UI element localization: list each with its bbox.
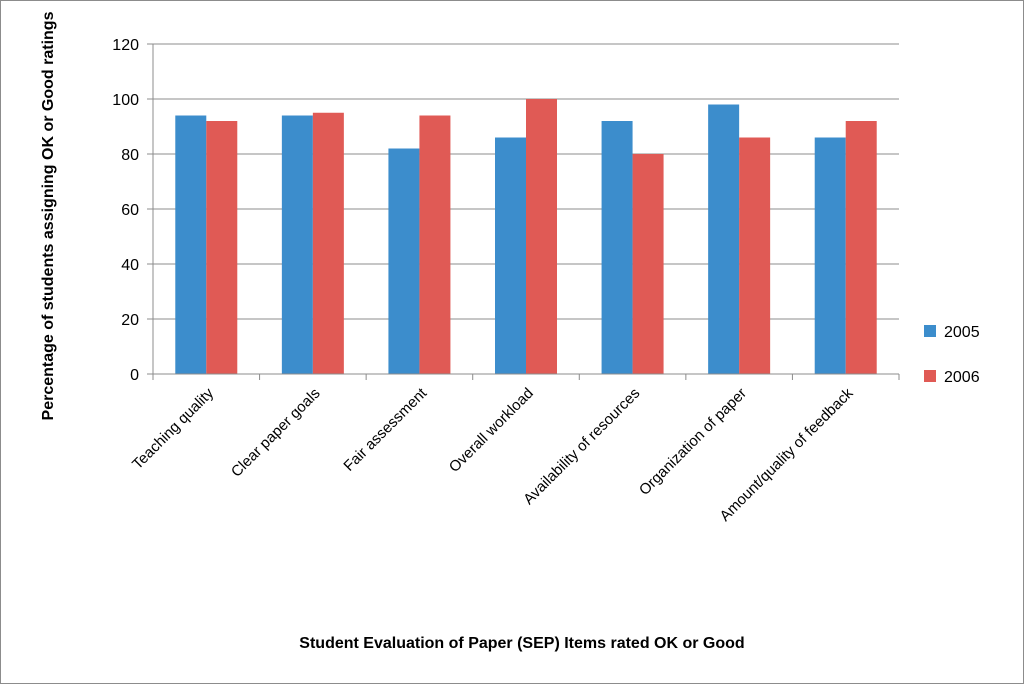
y-tick-labels: 0 20 40 60 80 100 120 [112,37,139,384]
y-tick-label: 80 [121,147,139,164]
y-tick-label: 40 [121,257,139,274]
y-tick-label: 0 [130,367,139,384]
y-tick-label: 100 [112,92,139,109]
legend: 2005 2006 [924,324,980,386]
bar-2005 [814,137,846,374]
bar-2005 [388,148,420,374]
y-tick-label: 60 [121,202,139,219]
bar-2006 [526,99,557,374]
y-tick-label: 120 [112,37,139,54]
x-category-label: Fair assessment [340,384,430,474]
bar-2005 [708,104,740,374]
bar-2005 [601,121,633,374]
x-category-label: Organization of paper [636,385,750,499]
x-category-labels: Teaching quality Clear paper goals Fair as… [129,384,857,525]
x-category-label: Clear paper goals [228,385,324,481]
legend-label-2005: 2005 [944,324,980,341]
legend-label-2006: 2006 [944,369,980,386]
y-tick-label: 20 [121,312,139,329]
bar-2005 [281,115,313,374]
y-axis-title: Percentage of students assigning OK or G… [40,11,57,420]
x-category-label: Teaching quality [129,384,217,472]
bar-2005 [495,137,526,374]
bar-2005 [175,115,207,374]
legend-swatch-2005 [924,325,936,337]
x-category-label: Availability of resources [520,385,643,508]
bar-2006 [419,115,451,374]
legend-swatch-2006 [924,370,936,382]
bar-2006 [739,137,771,374]
bar-2006 [312,112,344,374]
bar-2006 [845,121,877,374]
bar-2006 [632,154,664,374]
x-axis-title: Student Evaluation of Paper (SEP) Items … [299,635,744,652]
x-category-label: Overall workload [446,385,537,476]
axes [147,43,900,380]
bar-2006 [206,121,238,374]
bars [175,99,877,374]
